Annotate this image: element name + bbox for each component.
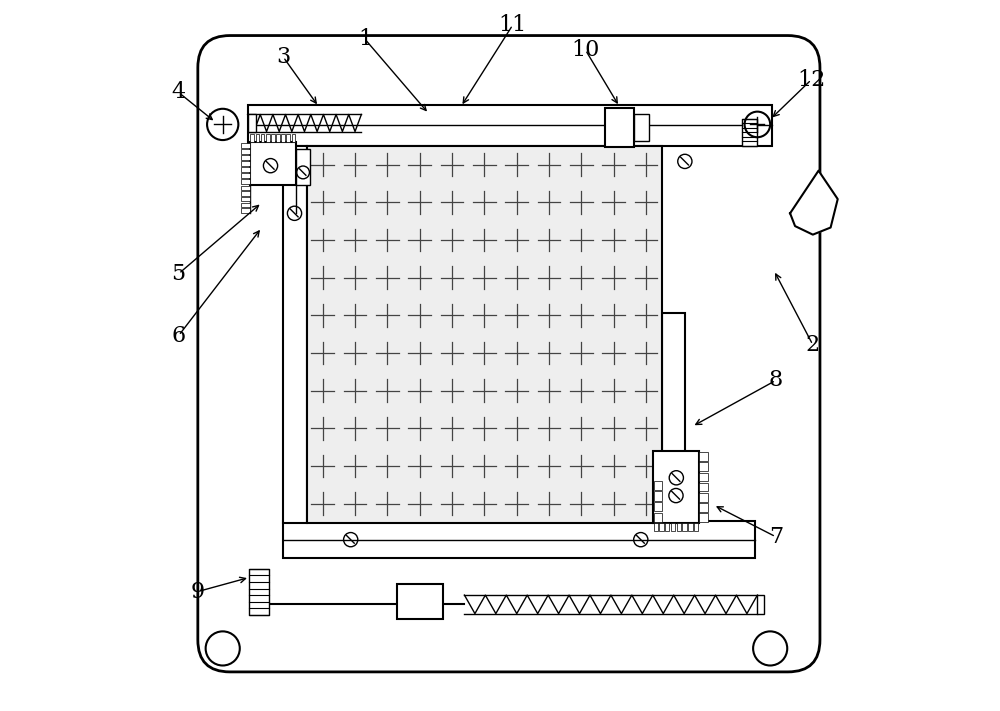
Bar — [757, 595, 764, 614]
FancyBboxPatch shape — [198, 36, 820, 672]
Bar — [281, 134, 285, 142]
Text: 11: 11 — [499, 14, 527, 36]
Bar — [665, 523, 669, 531]
Text: 10: 10 — [571, 39, 600, 60]
Bar — [296, 149, 310, 185]
Text: 12: 12 — [797, 69, 826, 90]
Bar — [307, 146, 662, 523]
Bar — [694, 523, 698, 531]
Bar — [261, 134, 264, 142]
Text: 9: 9 — [191, 581, 205, 602]
Bar — [654, 491, 662, 501]
Bar — [250, 142, 296, 185]
Bar — [249, 569, 269, 615]
Bar — [699, 462, 708, 471]
Bar — [248, 105, 772, 146]
Bar — [248, 114, 256, 132]
Bar — [742, 119, 757, 146]
Bar — [659, 523, 664, 531]
Bar — [654, 502, 662, 511]
Bar — [241, 179, 250, 184]
Bar — [250, 134, 254, 142]
Bar — [241, 197, 250, 201]
Bar — [699, 473, 708, 481]
Bar — [699, 513, 708, 522]
Bar — [241, 155, 250, 160]
Bar — [241, 143, 250, 148]
Text: 3: 3 — [276, 46, 290, 68]
Bar — [286, 134, 290, 142]
Bar — [241, 173, 250, 178]
Bar — [653, 451, 699, 523]
Bar — [699, 493, 708, 501]
Bar — [241, 161, 250, 166]
Bar — [699, 452, 708, 461]
Bar — [283, 146, 307, 523]
Bar — [671, 523, 675, 531]
Bar — [271, 134, 275, 142]
Bar — [283, 521, 755, 558]
Bar — [241, 191, 250, 196]
Bar — [266, 134, 270, 142]
Bar — [256, 134, 259, 142]
Polygon shape — [790, 171, 838, 235]
Bar — [241, 149, 250, 154]
Bar — [654, 513, 662, 522]
Bar — [241, 167, 250, 172]
Text: 5: 5 — [172, 263, 186, 284]
Bar — [662, 313, 685, 523]
Text: 6: 6 — [172, 325, 186, 346]
Bar — [699, 503, 708, 512]
Bar — [605, 108, 634, 147]
Bar — [241, 203, 250, 207]
Text: 7: 7 — [769, 526, 783, 547]
Bar — [276, 134, 280, 142]
Bar — [634, 114, 649, 141]
Text: 4: 4 — [172, 82, 186, 103]
Bar — [682, 523, 687, 531]
Bar — [688, 523, 693, 531]
Bar — [677, 523, 681, 531]
Bar — [241, 186, 250, 190]
Text: 2: 2 — [806, 334, 820, 356]
Bar — [654, 481, 662, 490]
Bar — [292, 134, 295, 142]
Bar — [397, 584, 443, 619]
Text: 1: 1 — [358, 28, 372, 50]
Text: 8: 8 — [769, 370, 783, 391]
Bar — [699, 483, 708, 491]
Bar — [241, 208, 250, 213]
Bar — [654, 523, 658, 531]
